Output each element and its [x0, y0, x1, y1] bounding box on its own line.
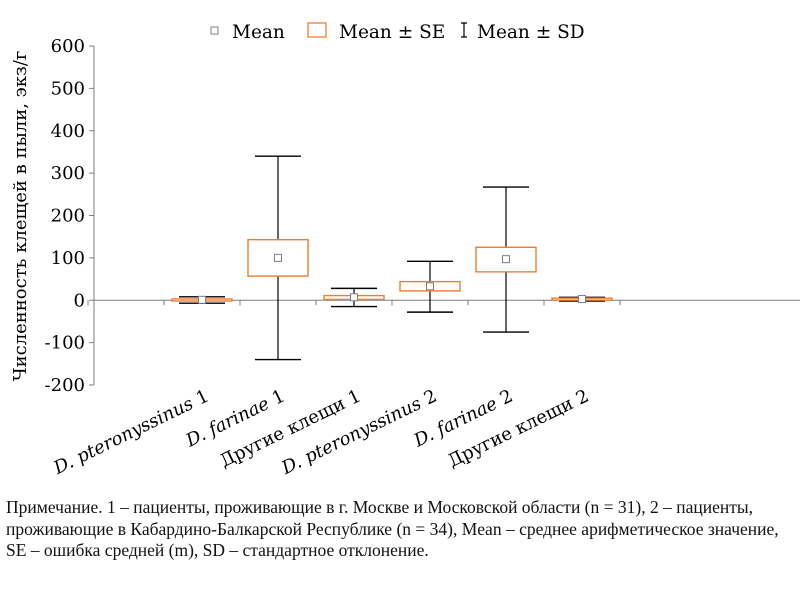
mean-marker: [426, 282, 434, 291]
y-tick-label: -200: [45, 375, 85, 396]
legend-mean-marker: [210, 26, 219, 35]
mean-marker: [274, 253, 282, 262]
y-tick-label: 300: [51, 163, 85, 184]
category-group: [171, 295, 233, 304]
category-group: [475, 186, 537, 333]
y-tick-label: 0: [74, 290, 85, 311]
category-group: [551, 294, 613, 303]
mean-marker: [502, 255, 510, 264]
legend: Mean Mean ± SE Mean ± SD: [210, 22, 585, 43]
y-tick-label: 400: [51, 121, 85, 142]
figure-note: Примечание. 1 – пациенты, проживающие в …: [6, 497, 779, 560]
x-tick-label-group: Другие клещи 2: [445, 386, 592, 472]
category-group: [399, 260, 461, 313]
legend-sd-label: Mean ± SD: [477, 22, 585, 43]
y-tick-label: 100: [51, 248, 85, 269]
legend-se-marker: [307, 22, 327, 38]
legend-sd-marker: [461, 22, 467, 38]
category-group: [247, 155, 309, 361]
y-tick-label: 600: [51, 36, 85, 57]
mean-marker: [198, 295, 206, 304]
y-axis-label: Численность клещей в пыли, экз/г: [10, 51, 31, 382]
category-group: [323, 287, 385, 308]
x-tick-label: Другие клещи 2: [445, 386, 592, 472]
x-tick-label-species: D. pteronyssinus: [50, 393, 197, 479]
data-marks: [171, 155, 613, 361]
y-tick-label: -100: [45, 333, 85, 354]
y-tick-label: 500: [51, 78, 85, 99]
mean-marker: [578, 294, 586, 303]
legend-se-label: Mean ± SE: [339, 22, 445, 43]
legend-mean-label: Mean: [232, 22, 285, 43]
mean-marker: [350, 293, 358, 302]
axes: [87, 45, 800, 386]
box-chart: Mean Mean ± SE Mean ± SD 600 500 400 300 200…: [10, 22, 800, 480]
y-tick-label: 200: [51, 206, 85, 227]
y-tick-labels: 600 500 400 300 200 100 0 -100 -200: [45, 36, 85, 396]
